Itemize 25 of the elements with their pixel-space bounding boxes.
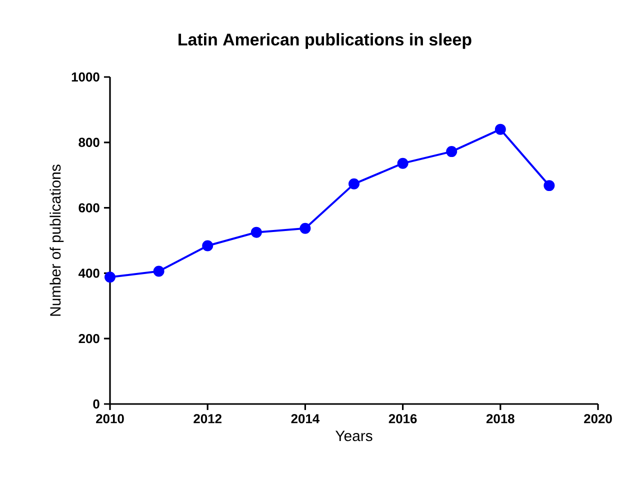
- y-axis-title: Number of publications: [50, 164, 64, 316]
- y-tick-label: 0: [93, 399, 100, 409]
- point: [153, 266, 164, 277]
- x-tick-label: 2012: [194, 414, 222, 424]
- x-tick-label: 2014: [291, 414, 320, 424]
- point: [544, 180, 555, 192]
- point: [300, 222, 311, 234]
- x-tick-label: 2018: [486, 414, 514, 424]
- x-tick-label: 2016: [388, 414, 417, 424]
- point: [348, 178, 360, 190]
- point: [494, 124, 506, 135]
- y-tick-label: 800: [78, 138, 100, 147]
- point: [250, 226, 262, 238]
- x-tick-label: 2010: [96, 414, 124, 424]
- y-tick-label: 400: [78, 268, 100, 278]
- y-tick-label: 1000: [72, 72, 100, 82]
- point: [446, 146, 458, 158]
- x-axis-title: Years: [336, 430, 372, 442]
- x-tick-label: 2020: [584, 414, 612, 424]
- point: [202, 240, 214, 252]
- point: [104, 272, 116, 283]
- y-tick-label: 200: [78, 334, 100, 344]
- chart-title: Latin American publications in sleep: [178, 33, 472, 49]
- y-tick-label: 600: [78, 203, 100, 212]
- point: [397, 158, 408, 169]
